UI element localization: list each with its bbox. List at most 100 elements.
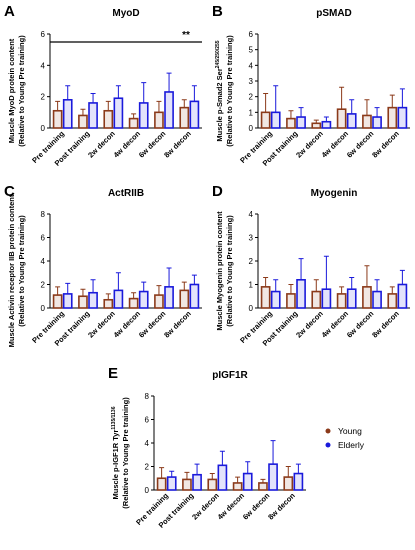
- y-tick-label: 2: [41, 281, 46, 290]
- y-tick-label: 3: [249, 234, 254, 243]
- error-bar: [349, 99, 355, 114]
- bar: [179, 289, 190, 309]
- y-axis-label-2: (Relative to Young Pre training): [121, 397, 130, 509]
- bar: [268, 463, 278, 491]
- bar: [189, 100, 200, 129]
- chart-title: Myogenin: [311, 188, 358, 199]
- error-bar: [209, 473, 215, 480]
- error-bar: [166, 72, 172, 92]
- error-bar: [374, 107, 380, 118]
- bar: [78, 114, 88, 129]
- y-axis-label: Muscle Myogenin protein content: [215, 211, 224, 331]
- bar: [372, 290, 382, 309]
- error-bar: [90, 279, 96, 293]
- bar: [258, 482, 268, 491]
- bar: [164, 286, 174, 309]
- bar: [128, 117, 139, 129]
- bar: [286, 117, 296, 129]
- y-tick-label: 4: [41, 61, 46, 70]
- bar: [189, 283, 200, 309]
- x-tick-label: 8w decon: [162, 129, 193, 160]
- error-bar: [389, 94, 395, 108]
- y-axis-label-sup: 1135/1136: [111, 406, 117, 429]
- bar: [362, 286, 372, 309]
- bar: [321, 120, 332, 129]
- y-axis-label-2: (Relative to Young Pre training): [17, 35, 26, 147]
- y-tick-label: 6: [145, 416, 150, 425]
- error-bar: [285, 466, 291, 478]
- y-tick-label: 0: [41, 304, 46, 313]
- y-tick-label: 3: [249, 77, 254, 86]
- annotation: **: [182, 30, 190, 41]
- error-bar: [273, 279, 279, 292]
- error-bar: [115, 85, 121, 99]
- bar: [336, 293, 347, 309]
- panel-letter: D: [212, 183, 223, 200]
- error-bar: [80, 108, 86, 116]
- error-bar: [389, 286, 395, 294]
- error-bar: [156, 285, 162, 296]
- y-axis-label: Muscle Activin receptor IIB protein cont…: [7, 194, 16, 347]
- legend-marker: [325, 428, 331, 434]
- bar: [164, 91, 174, 129]
- panel-letter: B: [212, 3, 223, 20]
- error-bar: [65, 282, 71, 294]
- error-bar: [141, 281, 147, 292]
- bar: [311, 290, 322, 309]
- y-tick-label: 2: [249, 93, 254, 102]
- bar: [232, 482, 243, 491]
- error-bar: [159, 467, 165, 479]
- error-bar: [115, 272, 121, 291]
- y-axis-label-2: (Relative to Young Pre training): [225, 215, 234, 327]
- y-tick-label: 0: [145, 486, 150, 495]
- bar: [296, 278, 306, 309]
- error-bar: [55, 286, 61, 296]
- error-bar: [295, 463, 301, 474]
- y-axis-label: Muscle p-IGF1R Tyr1135/1136: [111, 406, 120, 499]
- error-bar: [298, 258, 304, 280]
- error-bar: [65, 85, 71, 100]
- y-tick-label: 2: [41, 93, 46, 102]
- error-bar: [191, 274, 197, 285]
- error-bar: [399, 269, 405, 285]
- bar: [62, 293, 73, 309]
- y-tick-label: 4: [249, 210, 254, 219]
- bar: [78, 295, 88, 309]
- error-bar: [194, 463, 200, 475]
- error-bar: [270, 440, 276, 465]
- bar: [260, 111, 271, 129]
- y-axis-label-text: Muscle Myogenin protein content: [215, 211, 224, 331]
- error-bar: [235, 476, 241, 483]
- bar: [138, 102, 149, 129]
- x-tick-label: 8w decon: [370, 129, 401, 160]
- legend-label: Young: [338, 426, 362, 436]
- y-tick-label: 5: [249, 46, 254, 55]
- error-bar: [156, 100, 162, 113]
- y-tick-label: 4: [249, 61, 254, 70]
- y-tick-label: 8: [145, 392, 150, 401]
- bar: [296, 116, 306, 129]
- y-tick-label: 0: [249, 304, 254, 313]
- bar: [372, 116, 382, 129]
- error-bar: [349, 276, 355, 290]
- error-bar: [364, 99, 370, 116]
- bar: [88, 102, 98, 129]
- bar: [207, 478, 218, 491]
- bar: [311, 122, 322, 129]
- y-axis-label-sup: 245/250/255: [215, 40, 221, 68]
- y-tick-label: 0: [249, 124, 254, 133]
- x-tick-label: 8w decon: [370, 309, 401, 340]
- error-bar: [80, 288, 86, 297]
- y-axis-label-2: (Relative to Young Pre training): [225, 35, 234, 147]
- x-tick-label: 8w decon: [162, 309, 193, 340]
- chart-title: MyoD: [112, 8, 139, 19]
- error-bar: [181, 99, 187, 108]
- bar: [103, 109, 114, 129]
- chart-title: pIGF1R: [212, 370, 248, 381]
- error-bar: [184, 471, 190, 480]
- error-bar: [288, 110, 294, 119]
- y-tick-label: 0: [41, 124, 46, 133]
- y-tick-label: 1: [249, 108, 254, 117]
- error-bar: [181, 281, 187, 291]
